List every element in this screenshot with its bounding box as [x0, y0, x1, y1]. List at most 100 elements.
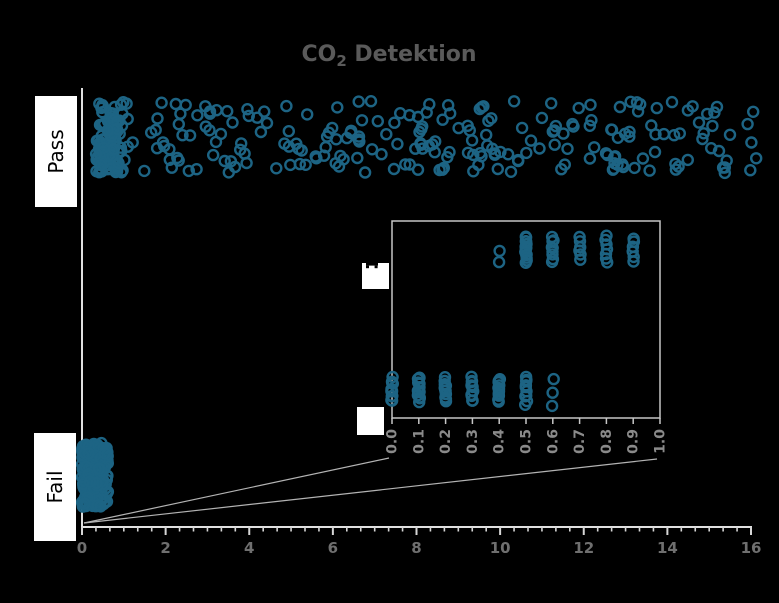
data-point [224, 155, 238, 168]
data-point [492, 255, 506, 269]
data-point [94, 158, 108, 172]
data-point [293, 157, 306, 171]
data-point [278, 137, 291, 150]
data-point [95, 101, 108, 115]
data-point [251, 111, 264, 124]
data-point [413, 395, 426, 409]
inset-x-tick-label: 0.7 [572, 429, 588, 454]
data-point [669, 157, 682, 171]
connector-line-right [83, 458, 658, 524]
data-point [533, 142, 546, 155]
data-point [750, 152, 763, 165]
data-point [206, 148, 220, 162]
data-point [420, 106, 433, 119]
data-point [624, 95, 637, 109]
data-point [403, 108, 416, 122]
data-point [371, 114, 384, 128]
data-point [190, 162, 203, 176]
main-axes: 0 2 4 6 8 10 12 14 16 [77, 88, 761, 557]
data-point [601, 256, 614, 269]
data-point [741, 117, 754, 131]
data-point [467, 148, 480, 162]
data-point [182, 164, 196, 178]
data-point [92, 462, 106, 475]
data-point [439, 395, 453, 408]
data-point [485, 112, 498, 125]
data-point [574, 248, 587, 261]
ytick-label-fail: Fail [34, 433, 76, 541]
data-point [174, 107, 187, 120]
data-point [81, 491, 94, 504]
data-point [475, 100, 488, 114]
data-point [352, 133, 365, 146]
data-point [436, 163, 449, 176]
data-point [744, 163, 757, 177]
data-point [118, 153, 131, 167]
data-point [723, 128, 737, 142]
data-point [322, 126, 336, 139]
data-point [673, 127, 686, 140]
data-point [657, 127, 671, 141]
data-point [504, 165, 518, 179]
data-point [467, 165, 480, 178]
data-point [442, 98, 455, 112]
data-point [226, 116, 239, 129]
inset-x-tick-label: 0.2 [438, 429, 454, 454]
fail-scatter-points [75, 436, 115, 513]
data-point [121, 112, 134, 126]
data-point [149, 123, 162, 137]
data-point [337, 153, 350, 166]
data-point [585, 113, 598, 127]
data-point [681, 104, 695, 117]
data-point [386, 370, 399, 384]
data-point [630, 96, 644, 109]
data-point [547, 372, 560, 386]
data-point [492, 395, 505, 408]
x-tick-label: 2 [160, 539, 170, 557]
data-point [270, 162, 283, 175]
data-point [613, 100, 627, 114]
data-point [561, 142, 574, 156]
data-point [545, 399, 559, 413]
data-point [697, 127, 710, 140]
x-tick-label: 4 [244, 539, 254, 557]
data-point [218, 154, 231, 168]
data-point [365, 143, 379, 156]
data-point [309, 150, 322, 163]
data-point [254, 125, 268, 139]
data-point [76, 478, 90, 491]
data-point [385, 394, 399, 407]
data-point [601, 148, 614, 162]
data-point [643, 164, 656, 177]
inset-x-tick-label: 0.8 [599, 429, 615, 454]
pass-scatter-points [89, 94, 763, 180]
data-point [83, 475, 97, 488]
data-point [545, 97, 558, 110]
data-point [199, 120, 213, 133]
data-point [535, 111, 549, 125]
data-point [258, 105, 271, 118]
data-point [222, 166, 236, 179]
inset-ytick-label-fail-clipped [357, 407, 384, 435]
data-point [605, 123, 619, 136]
data-point [599, 247, 613, 261]
data-point [665, 95, 679, 109]
inset-x-tick-label: 0.3 [465, 429, 481, 454]
inset-x-tick-label: 1.0 [653, 429, 669, 454]
data-point [355, 114, 369, 127]
data-point [375, 147, 388, 161]
data-point [351, 151, 364, 165]
data-point [411, 163, 425, 176]
chart-title: CO2 Detektion [301, 42, 476, 70]
data-point [96, 100, 110, 113]
data-point [176, 128, 189, 142]
data-point [444, 107, 457, 120]
data-point [380, 127, 393, 141]
data-point [138, 164, 151, 178]
data-point [399, 158, 412, 171]
data-point [436, 113, 449, 126]
data-point [107, 142, 121, 156]
data-point [627, 255, 640, 268]
data-point [493, 244, 506, 258]
inset-x-tick-label: 0.0 [385, 429, 401, 454]
